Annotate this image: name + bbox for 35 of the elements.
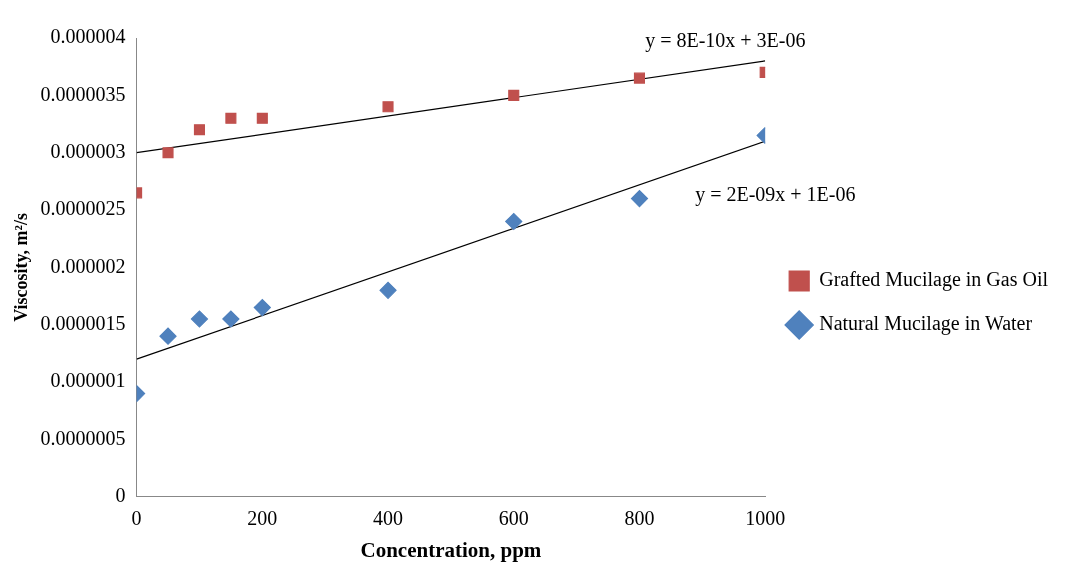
legend-label: Natural Mucilage in Water — [819, 312, 1033, 336]
point — [225, 112, 237, 124]
annotation: y = 8E-10x + 3E-06 — [645, 28, 806, 52]
point — [253, 298, 271, 317]
point — [508, 89, 520, 101]
point — [159, 327, 177, 345]
y-tick-label: 0 — [115, 484, 126, 507]
y-tick-label: 0.0000015 — [40, 312, 126, 334]
x-tick-label: 200 — [247, 507, 278, 530]
point — [256, 112, 268, 124]
x-axis-title: Concentration, ppm — [360, 537, 542, 562]
point — [382, 101, 394, 113]
annotation: y = 2E-09x + 1E-06 — [695, 183, 856, 207]
y-tick-label: 0.0000035 — [40, 82, 126, 105]
y-tick-label: 0.000001 — [50, 369, 126, 392]
y-tick-label: 0.0000005 — [40, 426, 126, 449]
y-tick-label: 0.000004 — [50, 25, 126, 48]
point — [193, 124, 206, 136]
point — [379, 281, 397, 299]
x-tick-label: 1000 — [745, 507, 786, 530]
legend-label: Grafted Mucilage in Gas Oil — [819, 268, 1049, 292]
y-tick-label: 0.0000025 — [40, 197, 126, 220]
y-tick-label: 0.000003 — [50, 139, 126, 162]
y-axis-title: Viscosity, m²/s — [11, 213, 32, 322]
x-tick-label: 800 — [624, 507, 655, 530]
x-tick-label: 400 — [373, 507, 404, 530]
point — [630, 189, 649, 208]
y-tick-label: 0.000002 — [50, 254, 126, 277]
x-tick-label: 600 — [498, 507, 529, 530]
x-tick-label: 0 — [131, 507, 142, 530]
point — [190, 310, 209, 328]
point — [162, 147, 174, 159]
point — [222, 310, 240, 328]
point — [505, 212, 523, 231]
point — [633, 72, 646, 84]
